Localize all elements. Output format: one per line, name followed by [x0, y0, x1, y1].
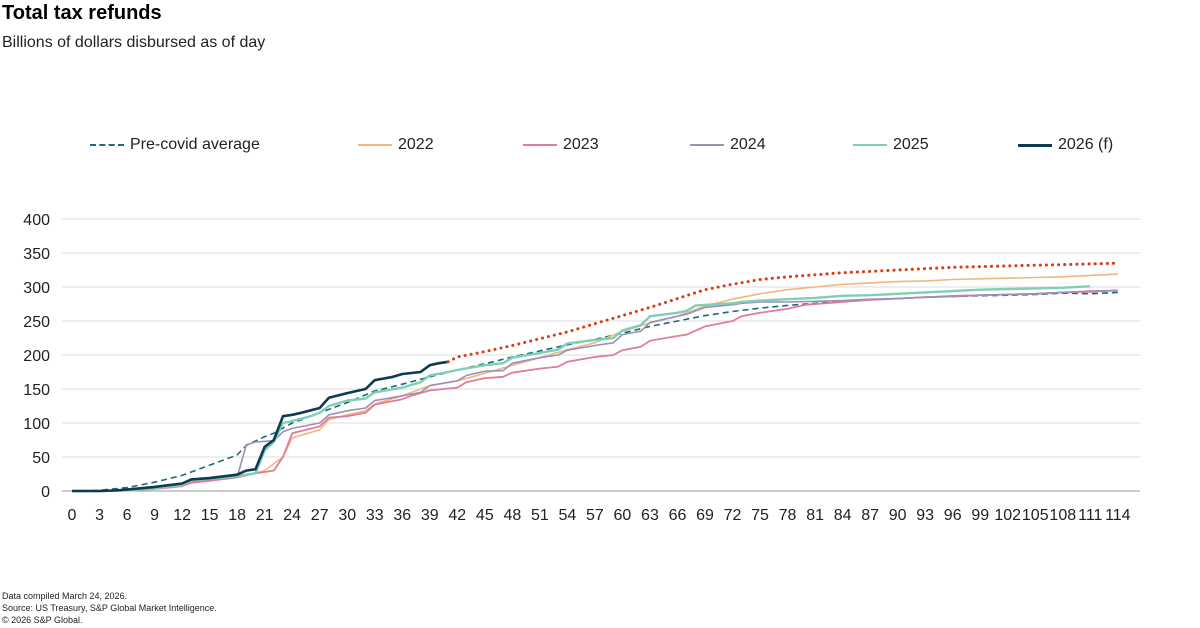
footnotes: Data compiled March 24, 2026. Source: US…: [2, 590, 217, 626]
x-tick-label: 96: [944, 507, 962, 524]
x-tick-label: 30: [338, 507, 356, 524]
x-tick-label: 9: [150, 507, 159, 524]
y-tick-label: 0: [41, 484, 50, 501]
footnote-source: Source: US Treasury, S&P Global Market I…: [2, 603, 217, 613]
footnote-compiled: Data compiled March 24, 2026.: [2, 591, 128, 601]
x-tick-label: 84: [834, 507, 852, 524]
x-tick-label: 108: [1049, 507, 1076, 524]
series-line-2025: [72, 285, 1091, 493]
legend-label: 2026 (f): [1058, 136, 1114, 153]
legend-item: 2026 (f): [1018, 136, 1113, 154]
x-tick-label: 21: [256, 507, 274, 524]
x-tick-label: 90: [889, 507, 907, 524]
x-tick-label: 0: [68, 507, 77, 524]
x-tick-label: 57: [586, 507, 604, 524]
x-tick-label: 36: [393, 507, 411, 524]
x-tick-label: 63: [641, 507, 659, 524]
y-tick-label: 250: [23, 314, 50, 331]
x-tick-label: 48: [503, 507, 521, 524]
x-tick-label: 39: [421, 507, 439, 524]
legend-label: 2025: [893, 136, 929, 153]
series-line-2024: [72, 289, 1118, 492]
x-tick-label: 81: [806, 507, 824, 524]
series-line-forecast: [446, 261, 1120, 364]
legend-swatch: [523, 144, 557, 146]
x-tick-label: 114: [1105, 507, 1131, 524]
y-tick-label: 50: [32, 450, 50, 467]
x-tick-label: 60: [614, 507, 632, 524]
x-tick-label: 51: [531, 507, 549, 524]
x-tick-label: 72: [724, 507, 742, 524]
x-tick-label: 15: [201, 507, 219, 524]
x-tick-label: 42: [448, 507, 466, 524]
legend-label: 2023: [563, 136, 599, 153]
legend-swatch: [90, 144, 124, 146]
x-tick-label: 54: [558, 507, 576, 524]
x-tick-label: 87: [861, 507, 879, 524]
x-tick-label: 45: [476, 507, 494, 524]
x-tick-label: 66: [669, 507, 687, 524]
x-tick-label: 102: [994, 507, 1021, 524]
legend-label: 2024: [730, 136, 766, 153]
x-tick-label: 6: [123, 507, 132, 524]
y-tick-label: 100: [23, 416, 50, 433]
x-tick-label: 27: [311, 507, 329, 524]
x-tick-label: 105: [1022, 507, 1049, 524]
x-tick-label: 24: [283, 507, 301, 524]
chart-title: Total tax refunds: [2, 2, 162, 24]
x-tick-label: 111: [1078, 507, 1102, 524]
y-tick-label: 150: [23, 382, 50, 399]
legend-swatch: [853, 144, 887, 146]
series-line-2026-f: [72, 360, 449, 493]
x-tick-label: 93: [916, 507, 934, 524]
x-tick-label: 33: [366, 507, 384, 524]
x-tick-label: 75: [751, 507, 769, 524]
x-tick-label: 99: [971, 507, 989, 524]
x-tick-label: 3: [95, 507, 104, 524]
legend-item: 2023: [523, 136, 599, 154]
legend-swatch: [1018, 143, 1052, 147]
footnote-copyright: © 2026 S&P Global.: [2, 615, 83, 625]
legend-swatch: [690, 144, 724, 146]
x-tick-label: 18: [228, 507, 246, 524]
x-tick-label: 12: [173, 507, 191, 524]
y-tick-label: 400: [23, 212, 50, 229]
legend-swatch: [358, 144, 392, 146]
legend-item: Pre-covid average: [90, 136, 260, 154]
x-tick-label: 78: [779, 507, 797, 524]
legend-item: 2022: [358, 136, 434, 154]
y-tick-label: 200: [23, 348, 50, 365]
series-line-2023: [72, 289, 1118, 492]
chart-legend: Pre-covid average 2022 2023 2024 2025 2026 (f…: [0, 136, 1200, 160]
legend-item: 2025: [853, 136, 929, 154]
x-tick-label: 69: [696, 507, 714, 524]
legend-label: 2022: [398, 136, 434, 153]
legend-item: 2024: [690, 136, 766, 154]
y-tick-label: 350: [23, 246, 50, 263]
chart-subtitle: Billions of dollars disbursed as of day: [2, 34, 266, 51]
y-tick-label: 300: [23, 280, 50, 297]
legend-label: Pre-covid average: [130, 136, 260, 153]
